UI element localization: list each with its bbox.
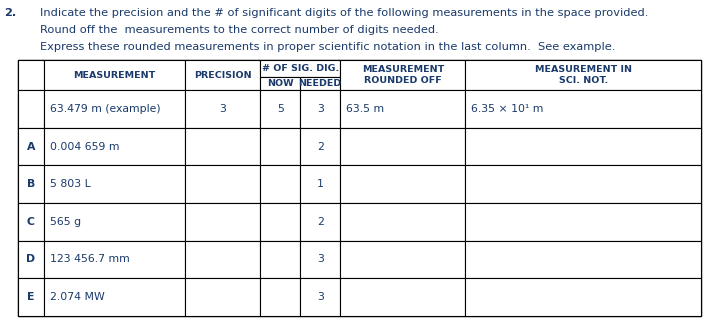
Bar [44, 90, 185, 128]
Bar [340, 128, 465, 165]
Bar [465, 60, 701, 90]
Bar [44, 60, 185, 90]
Text: A: A [27, 142, 35, 152]
Bar [300, 77, 340, 90]
Bar [300, 241, 340, 278]
Bar [18, 278, 44, 316]
Bar [340, 278, 465, 316]
Bar [340, 165, 465, 203]
Text: 1: 1 [317, 179, 324, 189]
Bar [300, 278, 340, 316]
Text: Express these rounded measurements in proper scientific notation in the last col: Express these rounded measurements in pr… [40, 42, 615, 52]
Bar [18, 165, 44, 203]
Bar [44, 128, 185, 165]
Text: 3: 3 [317, 104, 324, 114]
Bar [185, 278, 260, 316]
Bar [18, 128, 44, 165]
Bar [18, 60, 701, 316]
Bar [260, 60, 340, 77]
Text: 63.5 m: 63.5 m [347, 104, 384, 114]
Text: MEASUREMENT IN
SCI. NOT.: MEASUREMENT IN SCI. NOT. [535, 65, 632, 85]
Bar [260, 165, 300, 203]
Text: 123 456.7 mm: 123 456.7 mm [50, 255, 130, 264]
Bar [44, 165, 185, 203]
Text: 0.004 659 m: 0.004 659 m [50, 142, 119, 152]
Bar [300, 165, 340, 203]
Bar [18, 241, 44, 278]
Text: 5: 5 [277, 104, 284, 114]
Text: 5 803 L: 5 803 L [50, 179, 91, 189]
Bar [185, 165, 260, 203]
Text: Round off the  measurements to the correct number of digits needed.: Round off the measurements to the correc… [40, 25, 439, 35]
Bar [260, 77, 300, 90]
Text: B: B [27, 179, 35, 189]
Text: 3: 3 [220, 104, 226, 114]
Bar [340, 60, 465, 90]
Text: 63.479 m (example): 63.479 m (example) [50, 104, 160, 114]
Text: NOW: NOW [267, 79, 294, 88]
Bar [185, 241, 260, 278]
Text: 2.: 2. [4, 8, 16, 18]
Text: 2: 2 [317, 217, 324, 227]
Bar [185, 128, 260, 165]
Text: 6.35 × 10¹ m: 6.35 × 10¹ m [471, 104, 544, 114]
Text: NEEDED: NEEDED [298, 79, 342, 88]
Bar [44, 241, 185, 278]
Bar [185, 203, 260, 241]
Bar [340, 241, 465, 278]
Bar [260, 241, 300, 278]
Bar [465, 278, 701, 316]
Text: 565 g: 565 g [50, 217, 81, 227]
Text: MEASUREMENT: MEASUREMENT [74, 70, 156, 79]
Bar [18, 90, 44, 128]
Bar [260, 278, 300, 316]
Text: Indicate the precision and the # of significant digits of the following measurem: Indicate the precision and the # of sign… [40, 8, 648, 18]
Text: C: C [27, 217, 35, 227]
Bar [300, 203, 340, 241]
Bar [44, 278, 185, 316]
Text: 2.074 MW: 2.074 MW [50, 292, 105, 302]
Bar [18, 203, 44, 241]
Text: 2: 2 [317, 142, 324, 152]
Bar [260, 203, 300, 241]
Bar [260, 90, 300, 128]
Bar [300, 128, 340, 165]
Bar [185, 60, 260, 90]
Text: MEASUREMENT
ROUNDED OFF: MEASUREMENT ROUNDED OFF [362, 65, 444, 85]
Text: # OF SIG. DIG.: # OF SIG. DIG. [262, 64, 339, 73]
Text: 3: 3 [317, 292, 324, 302]
Bar [260, 128, 300, 165]
Bar [300, 90, 340, 128]
Bar [340, 203, 465, 241]
Bar [185, 90, 260, 128]
Text: D: D [26, 255, 35, 264]
Bar [44, 203, 185, 241]
Bar [465, 203, 701, 241]
Text: PRECISION: PRECISION [194, 70, 252, 79]
Bar [340, 90, 465, 128]
Bar [465, 128, 701, 165]
Bar [465, 165, 701, 203]
Bar [465, 90, 701, 128]
Text: 3: 3 [317, 255, 324, 264]
Bar [465, 241, 701, 278]
Bar [18, 60, 44, 90]
Text: E: E [27, 292, 35, 302]
